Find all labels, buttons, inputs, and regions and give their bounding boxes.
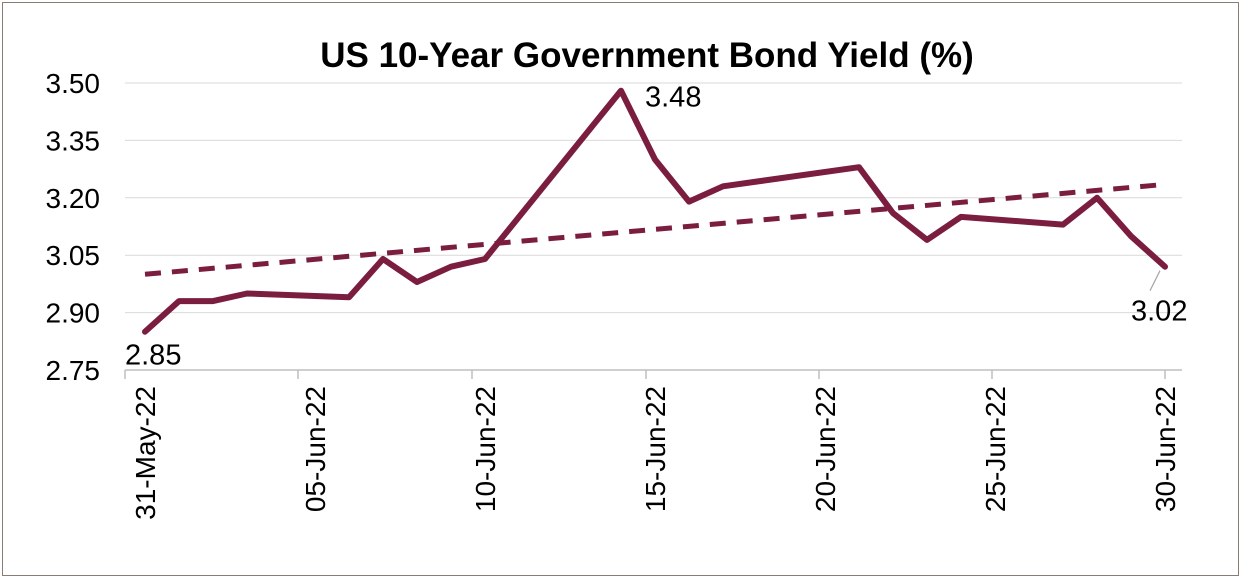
x-tick-label: 25-Jun-22: [980, 386, 1011, 512]
trendline: [144, 181, 1166, 277]
y-tick-label: 3.50: [46, 68, 101, 99]
x-tick-label: 30-Jun-22: [1150, 386, 1181, 512]
data-label-last: 3.02: [1131, 296, 1187, 328]
y-tick-label: 2.90: [46, 298, 101, 329]
y-tick-label: 3.05: [46, 240, 101, 271]
data-label-peak: 3.48: [645, 82, 701, 114]
x-axis-labels: 31-May-22 05-Jun-22 10-Jun-22 15-Jun-22 20-J…: [130, 386, 1181, 520]
yield-line: [142, 87, 1168, 335]
x-tick-label: 20-Jun-22: [810, 386, 841, 512]
y-tick-label: 3.20: [46, 183, 101, 214]
x-tick-label: 31-May-22: [130, 386, 161, 520]
y-axis-labels: 2.75 2.90 3.05 3.20 3.35 3.50: [46, 68, 101, 386]
x-tick-label: 15-Jun-22: [640, 386, 671, 512]
data-label-first: 2.85: [125, 340, 181, 372]
data-labels: 2.85 3.48 3.02: [125, 82, 1187, 372]
y-tick-label: 3.35: [46, 125, 101, 156]
x-tick-label: 10-Jun-22: [470, 386, 501, 512]
x-axis: [124, 369, 1182, 379]
y-tick-label: 2.75: [46, 355, 101, 386]
series-group: [142, 87, 1168, 335]
chart-title: US 10-Year Government Bond Yield (%): [320, 36, 974, 75]
x-tick-label: 05-Jun-22: [300, 386, 331, 512]
leader-line: [1149, 270, 1161, 291]
grid: [125, 82, 1182, 314]
